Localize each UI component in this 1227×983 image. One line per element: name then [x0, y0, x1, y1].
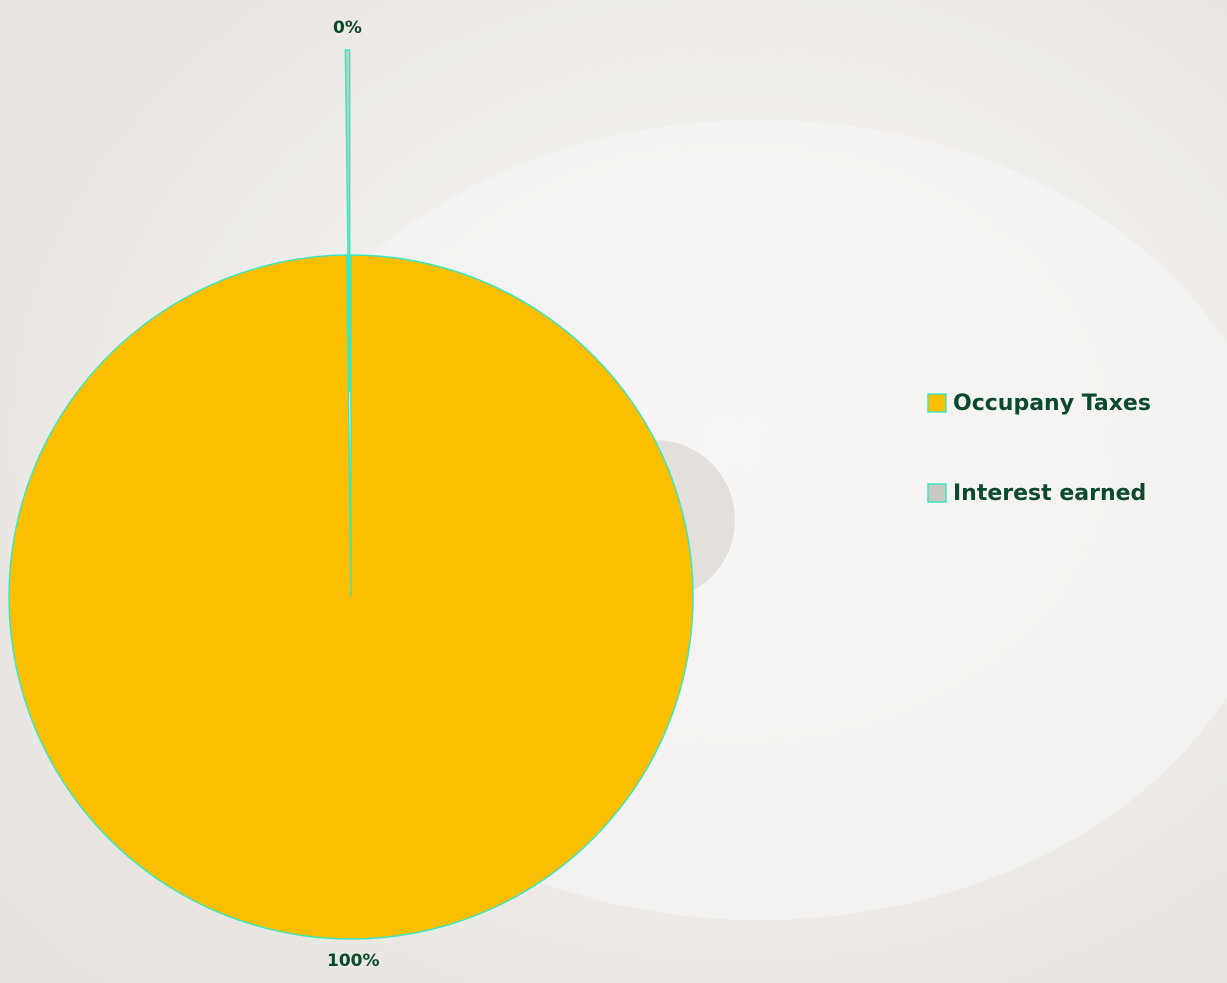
legend-swatch: [927, 483, 947, 503]
legend-label: Occupany Taxes: [953, 391, 1151, 416]
pie-slice: [344, 49, 351, 393]
pie-slice: [8, 254, 694, 940]
legend-swatch: [927, 393, 947, 413]
data-label: 100%: [327, 951, 380, 971]
legend-label: Interest earned: [953, 481, 1146, 506]
data-label: 0%: [333, 18, 362, 38]
